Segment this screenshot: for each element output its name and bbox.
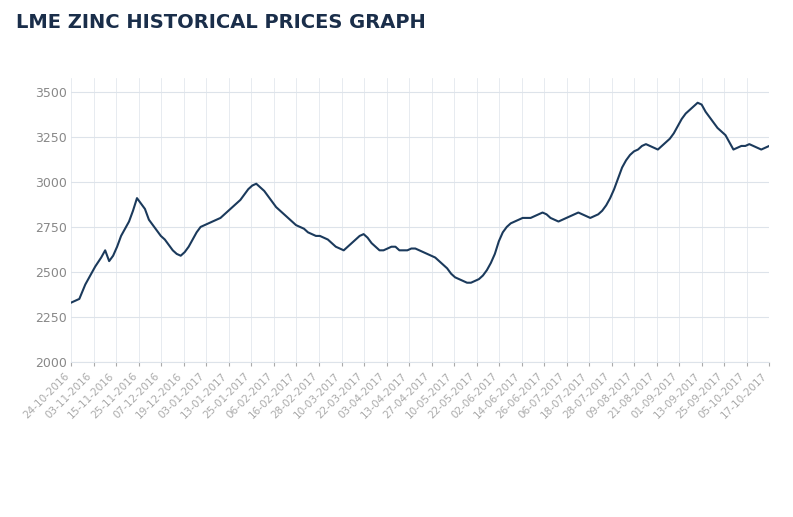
Text: LME ZINC HISTORICAL PRICES GRAPH: LME ZINC HISTORICAL PRICES GRAPH	[16, 13, 426, 32]
